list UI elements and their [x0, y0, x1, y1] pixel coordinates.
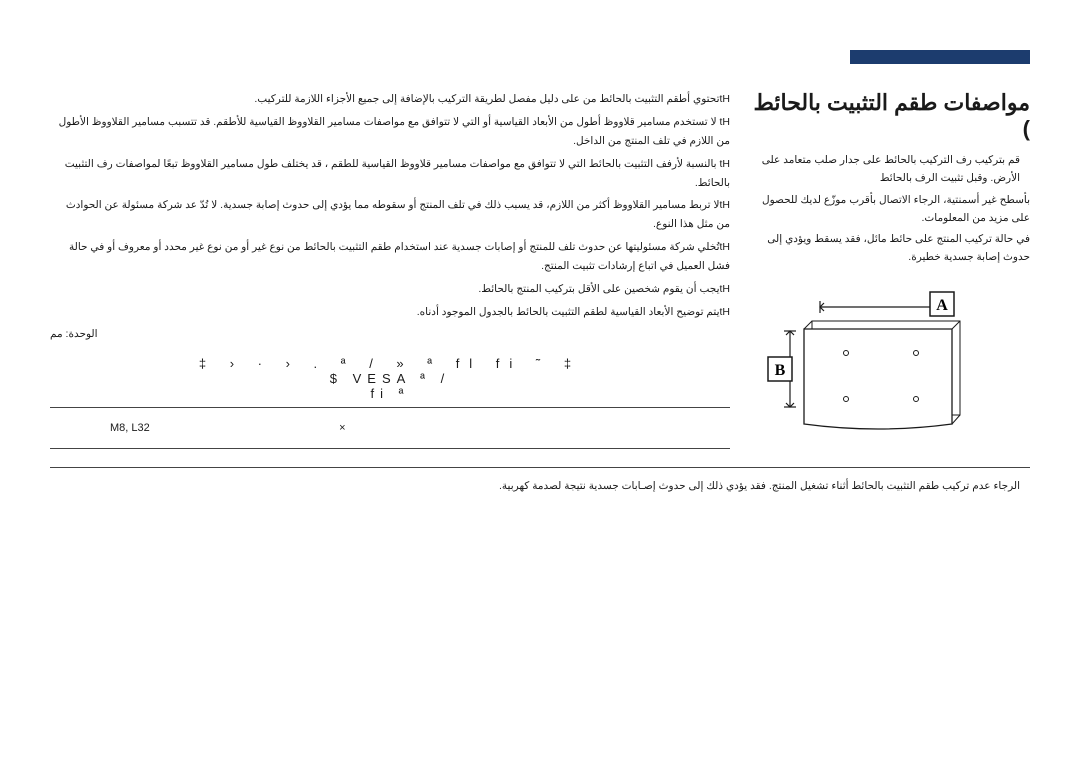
table-row: M8, L32 × [50, 407, 730, 448]
note-3: في حالة تركيب المنتج على حائط مائل، فقد … [750, 231, 1030, 267]
list-item: tHيتم توضيح الأبعاد القياسية لطقم التثبي… [50, 303, 730, 322]
footer-warning: الرجاء عدم تركيب طقم التثبيت بالحائط أثن… [50, 478, 1030, 496]
list-item: tHتُخلي شركة مسئوليتها عن حدوث تلف للمنت… [50, 238, 730, 276]
diagram-label-a: A [936, 297, 948, 314]
cell-x: × [274, 407, 410, 448]
instruction-list: tHتحتوي أطقم التثبيت بالحائط من على دليل… [50, 90, 730, 322]
header-accent-bar [850, 50, 1030, 64]
spec-table-wrap: ‡ › · › . ª / » ª fl fi ˜ ‡ $ VESA ª / f… [50, 350, 730, 449]
list-item: tH بالنسبة لأرفف التثبيت بالحائط التي لا… [50, 155, 730, 193]
mount-diagram: A B [750, 287, 1030, 447]
table-header-row: ‡ › · › . ª / » ª fl fi ˜ ‡ $ VESA ª / f… [50, 350, 730, 408]
mount-diagram-svg: A B [750, 287, 970, 447]
spec-table: ‡ › · › . ª / » ª fl fi ˜ ‡ $ VESA ª / f… [50, 350, 730, 449]
cell-screw: M8, L32 [50, 407, 274, 448]
list-item: tHلا تربط مسامير القلاووظ أكثر من اللازم… [50, 196, 730, 234]
header-glyphs-1: ‡ › · › . ª / » ª fl fi ˜ ‡ [60, 356, 720, 371]
left-column: tHتحتوي أطقم التثبيت بالحائط من على دليل… [50, 90, 730, 449]
list-item: tHتحتوي أطقم التثبيت بالحائط من على دليل… [50, 90, 730, 109]
list-item: tHيجب أن يقوم شخصين على الأقل بتركيب الم… [50, 280, 730, 299]
list-item: tH لا تستخدم مسامير قلاووظ أطول من الأبع… [50, 113, 730, 151]
note-2: بأسطح غير أسمنتية، الرجاء الاتصال بأقرب … [750, 192, 1030, 228]
header-glyphs-3: fi ª [60, 386, 720, 401]
divider [50, 467, 1030, 468]
right-column: مواصفات طقم التثبيت بالحائط ) قم بتركيب … [750, 90, 1030, 449]
main-content: مواصفات طقم التثبيت بالحائط ) قم بتركيب … [50, 90, 1030, 449]
page-title: مواصفات طقم التثبيت بالحائط ) [750, 90, 1030, 142]
note-1: قم بتركيب رف التركيب بالحائط على جدار صل… [750, 152, 1030, 188]
unit-label: الوحدة: مم [50, 328, 730, 340]
cell-blank [410, 407, 730, 448]
diagram-label-b: B [775, 362, 786, 379]
header-glyphs-2: $ VESA ª / [60, 371, 720, 386]
